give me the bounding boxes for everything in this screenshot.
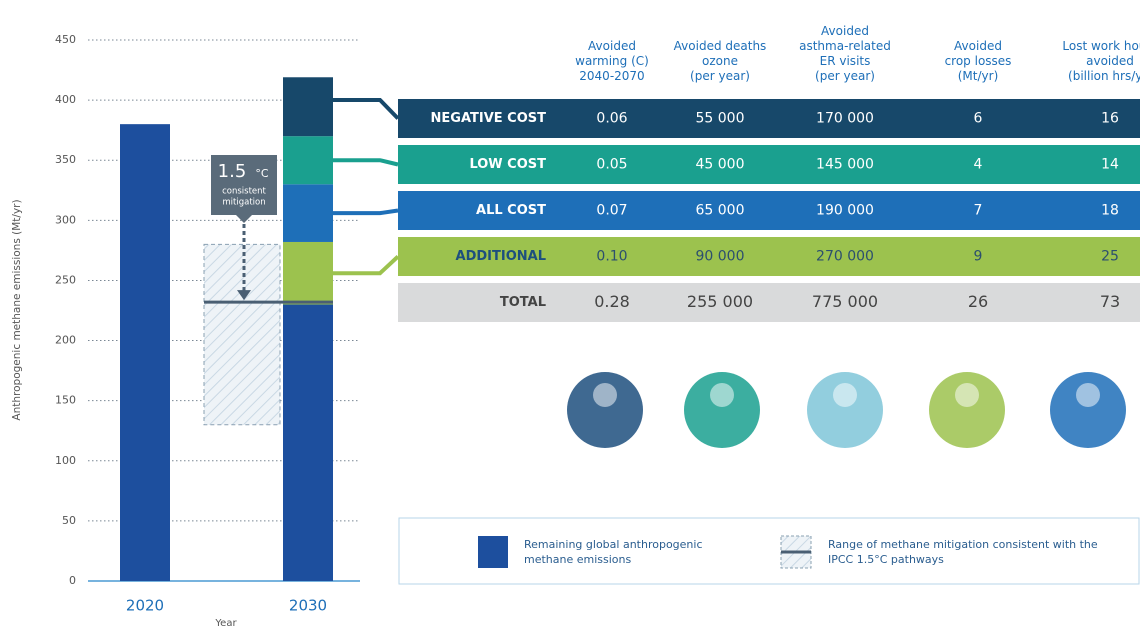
x-tick-label: 2020 xyxy=(126,597,164,615)
icon-detail xyxy=(1076,383,1100,407)
table-cell: 45 000 xyxy=(696,157,745,173)
table-cell: 90 000 xyxy=(696,249,745,265)
bar-segment xyxy=(283,242,333,305)
chart: 0 50 100 150 200 250 300 350 400 450 Anthropogenic… xyxy=(0,0,1140,627)
table-cell: 775 000 xyxy=(812,292,878,311)
bar-segment xyxy=(283,136,333,184)
annotation-text: mitigation xyxy=(222,198,265,208)
table-cell: 0.06 xyxy=(596,111,627,127)
table-cell: 0.10 xyxy=(596,249,627,265)
table-cell: 170 000 xyxy=(816,111,874,127)
table-cell: 4 xyxy=(974,157,983,173)
header-line: crop losses xyxy=(913,54,1043,69)
header-line: Avoided xyxy=(913,39,1043,54)
connector xyxy=(333,257,398,274)
table-cell: 73 xyxy=(1100,292,1120,311)
infographic: 0 50 100 150 200 250 300 350 400 450 Anthropogenic… xyxy=(0,0,1140,627)
header-line: avoided xyxy=(1045,54,1140,69)
table-cell: 14 xyxy=(1101,157,1119,173)
annotation-title: 1.5 xyxy=(218,161,247,182)
table-cell: 7 xyxy=(974,203,983,219)
table-cell: 18 xyxy=(1101,203,1119,219)
y-tick-label: 150 xyxy=(55,394,76,407)
table-cell: 26 xyxy=(968,292,988,311)
connector xyxy=(333,100,398,119)
icon-detail xyxy=(955,383,979,407)
annotation-pointer xyxy=(236,215,252,223)
legend-label: Remaining global anthropogenic methane e… xyxy=(524,537,724,567)
y-axis-label: Anthropogenic methane emissions (Mt/yr) xyxy=(11,199,23,420)
connector xyxy=(333,211,398,214)
header-line: (Mt/yr) xyxy=(913,69,1043,84)
table-cell: 55 000 xyxy=(696,111,745,127)
header-line: Lost work hours xyxy=(1045,39,1140,54)
legend-label: Range of methane mitigation consistent w… xyxy=(828,537,1098,567)
table-cell: 6 xyxy=(974,111,983,127)
legend-swatch xyxy=(478,536,508,568)
header-line: ozone xyxy=(655,54,785,69)
header-line: asthma-related xyxy=(780,39,910,54)
header-line: (per year) xyxy=(780,69,910,84)
table-cell: 190 000 xyxy=(816,203,874,219)
table-cell: 65 000 xyxy=(696,203,745,219)
table-cell: 0.05 xyxy=(596,157,627,173)
bar-segment xyxy=(120,124,170,581)
connector xyxy=(333,160,398,164)
y-tick-label: 100 xyxy=(55,454,76,467)
mitigation-range xyxy=(204,244,280,424)
table-cell: 145 000 xyxy=(816,157,874,173)
icon-detail xyxy=(710,383,734,407)
y-tick-label: 300 xyxy=(55,213,76,226)
y-tick-label: 200 xyxy=(55,334,76,347)
header-line: (per year) xyxy=(655,69,785,84)
table-cell: 255 000 xyxy=(687,292,753,311)
y-tick-label: 450 xyxy=(55,33,76,46)
icon-detail xyxy=(593,383,617,407)
table-cell: 16 xyxy=(1101,111,1119,127)
x-tick-label: 2030 xyxy=(289,597,327,615)
row-label: LOW COST xyxy=(469,157,546,172)
table-cell: 25 xyxy=(1101,249,1119,265)
y-tick-label: 50 xyxy=(62,514,76,527)
row-label: ALL COST xyxy=(476,203,546,218)
row-label: TOTAL xyxy=(500,295,546,310)
annotation-unit: °C xyxy=(255,167,269,180)
y-tick-label: 400 xyxy=(55,93,76,106)
header-line: (billion hrs/yr) xyxy=(1045,69,1140,84)
icon-detail xyxy=(833,383,857,407)
header-line: ER visits xyxy=(780,54,910,69)
header-line: Avoided deaths xyxy=(655,39,785,54)
column-header: Lost work hoursavoided(billion hrs/yr) xyxy=(1045,39,1140,84)
table-cell: 270 000 xyxy=(816,249,874,265)
table-cell: 0.07 xyxy=(596,203,627,219)
table-cell: 9 xyxy=(974,249,983,265)
row-label: ADDITIONAL xyxy=(456,249,546,264)
y-tick-label: 250 xyxy=(55,273,76,286)
bar-segment xyxy=(283,304,333,581)
y-tick-label: 350 xyxy=(55,153,76,166)
y-tick-label: 0 xyxy=(69,574,76,587)
header-line: Avoided xyxy=(780,24,910,39)
bar-segment xyxy=(283,184,333,242)
bar-segment xyxy=(283,77,333,136)
row-label: NEGATIVE COST xyxy=(431,111,547,126)
x-axis-label: Year xyxy=(214,618,237,627)
annotation-text: consistent xyxy=(222,187,266,197)
table-cell: 0.28 xyxy=(594,292,630,311)
